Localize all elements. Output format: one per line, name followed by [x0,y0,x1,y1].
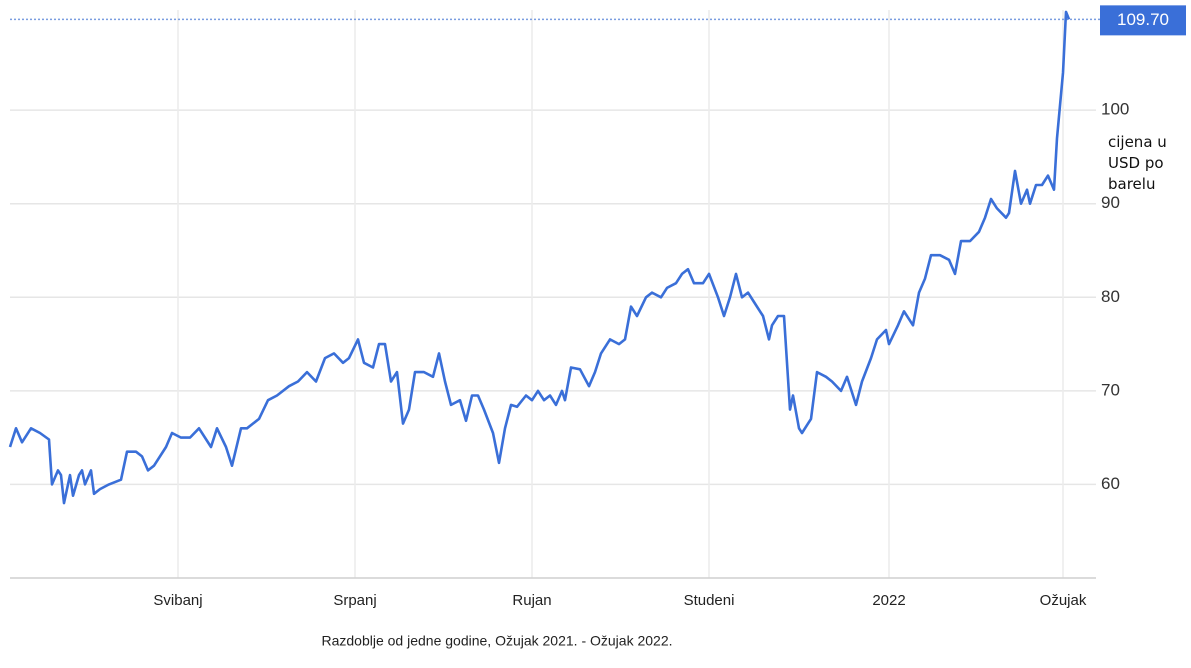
y-tick-label: 100 [1101,100,1129,119]
x-tick-label: Rujan [512,592,551,609]
x-tick-label: Svibanj [153,592,202,609]
y-tick-label: 60 [1101,474,1120,493]
caption: Razdoblje od jedne godine, Ožujak 2021. … [321,633,672,649]
y-tick-label: 90 [1101,193,1120,212]
x-tick-label: 2022 [872,592,905,609]
price-marker-box [1100,5,1186,36]
y-tick-label: 80 [1101,287,1120,306]
x-tick-label: Srpanj [333,592,376,609]
x-tick-label: Ožujak [1040,592,1087,609]
x-tick-label: Studeni [684,592,735,609]
price-marker-label: 109.70 [1117,10,1169,29]
y-tick-label: 70 [1101,380,1120,399]
price-line [8,10,1071,505]
y-axis-label: cijena u USD po barelu [1108,133,1167,193]
